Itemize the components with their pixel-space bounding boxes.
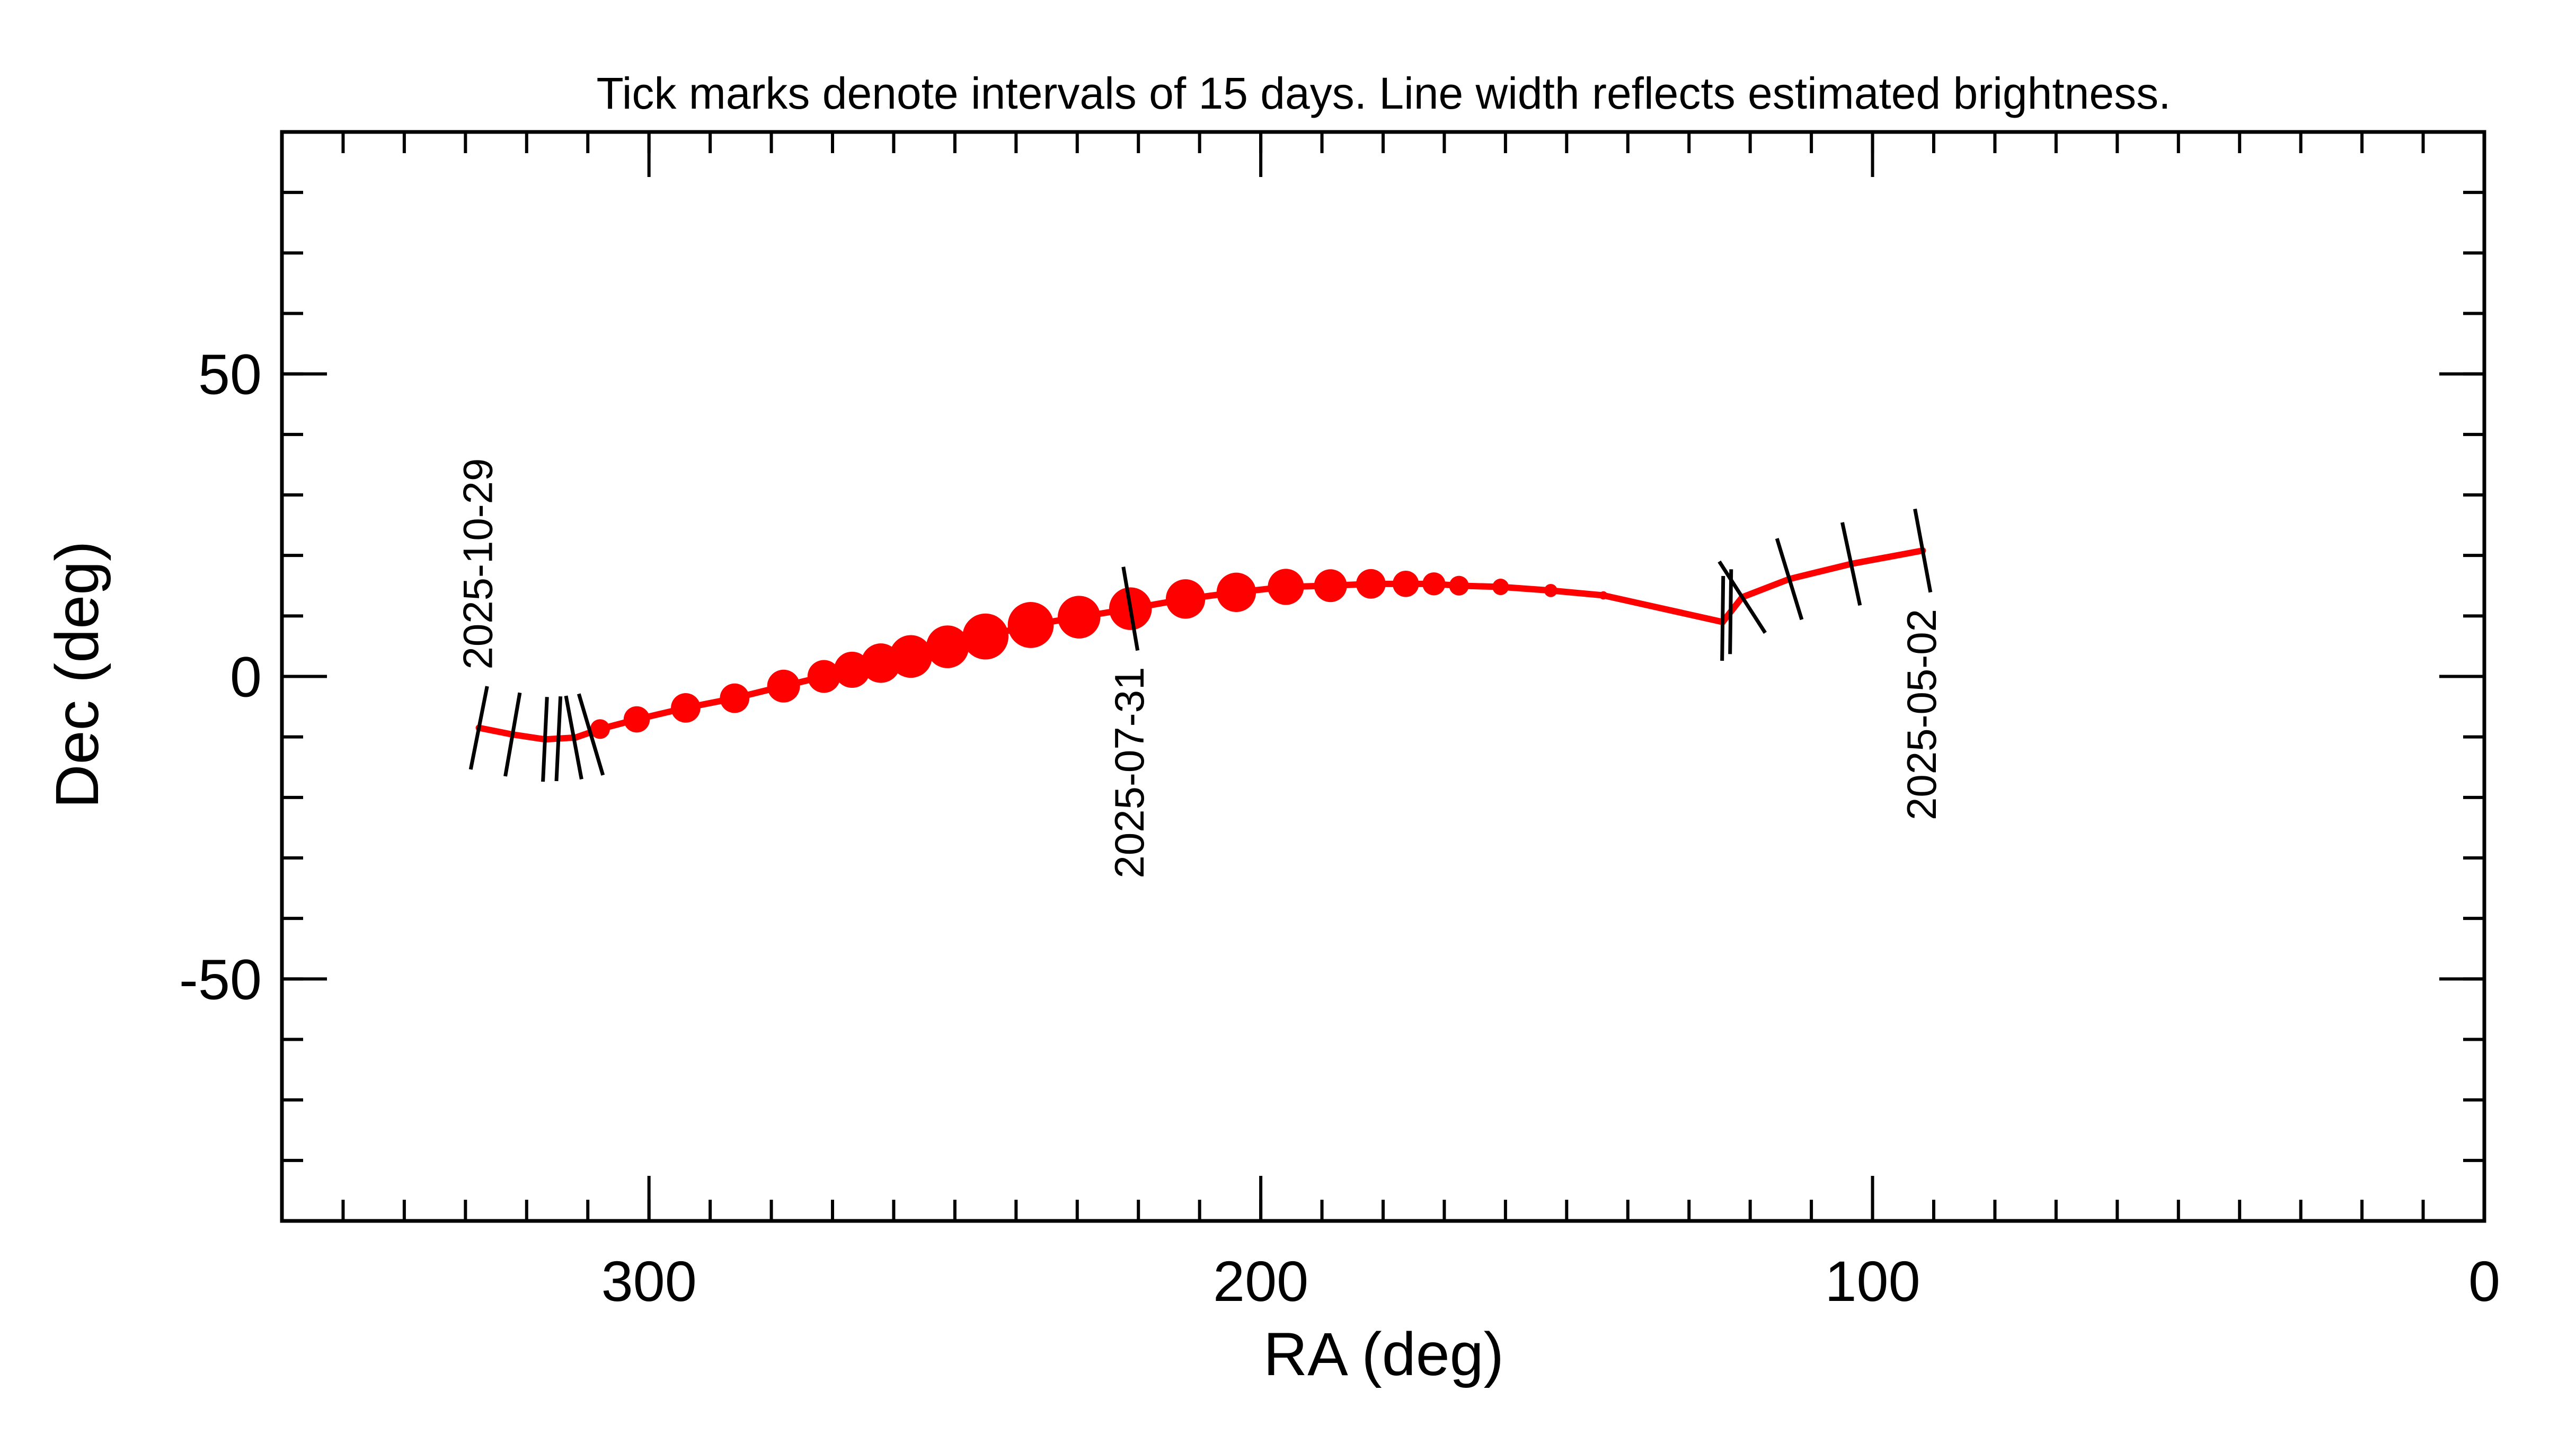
date-tick <box>1840 522 1862 606</box>
date-tick <box>564 695 583 780</box>
date-tick <box>468 686 489 770</box>
y-tick-label: 50 <box>198 342 262 406</box>
brightness-point <box>1449 575 1469 596</box>
x-tick-label: 0 <box>2468 1249 2500 1313</box>
brightness-point <box>623 706 650 733</box>
x-tick-label: 300 <box>601 1249 697 1313</box>
date-tick <box>1720 575 1725 661</box>
date-tick <box>554 696 563 782</box>
date-label: 2025-10-29 <box>455 458 501 670</box>
brightness-point <box>1492 579 1509 596</box>
date-label: 2025-05-02 <box>1898 609 1945 820</box>
brightness-point <box>1057 596 1101 639</box>
brightness-point <box>671 693 701 723</box>
y-tick-label: 0 <box>230 645 262 709</box>
chart-title: Tick marks denote intervals of 15 days. … <box>597 68 2171 118</box>
x-axis-title: RA (deg) <box>1263 1321 1504 1388</box>
brightness-point <box>1356 569 1386 599</box>
plot-frame <box>280 130 2486 1223</box>
x-tick-label: 200 <box>1213 1249 1308 1313</box>
date-tick <box>503 692 522 777</box>
brightness-point <box>807 660 840 693</box>
x-tick-label: 100 <box>1825 1249 1920 1313</box>
brightness-point <box>720 683 750 713</box>
date-label: 2025-07-31 <box>1106 667 1153 879</box>
brightness-point <box>1165 579 1206 619</box>
brightness-point <box>767 669 800 703</box>
date-tick <box>1728 569 1733 654</box>
brightness-point <box>1007 602 1054 648</box>
brightness-point <box>1544 583 1557 597</box>
date-tick <box>1913 508 1933 593</box>
brightness-point <box>926 625 969 668</box>
brightness-point <box>590 719 610 739</box>
date-tick <box>541 697 549 782</box>
date-tick <box>577 693 605 776</box>
y-axis-title: Dec (deg) <box>43 541 111 809</box>
brightness-point <box>1599 591 1608 600</box>
brightness-point <box>1314 569 1347 603</box>
date-tick <box>1121 566 1140 651</box>
brightness-point <box>861 643 901 683</box>
trajectory-line <box>478 547 1924 743</box>
brightness-point <box>1422 572 1446 596</box>
date-tick <box>1775 538 1804 621</box>
brightness-point <box>1268 569 1304 605</box>
brightness-point <box>1216 572 1256 613</box>
date-tick <box>1718 560 1767 634</box>
brightness-point <box>889 635 933 678</box>
brightness-point <box>834 651 871 688</box>
y-tick-label: -50 <box>179 947 262 1011</box>
brightness-point <box>1392 571 1419 597</box>
brightness-point <box>962 613 1009 660</box>
